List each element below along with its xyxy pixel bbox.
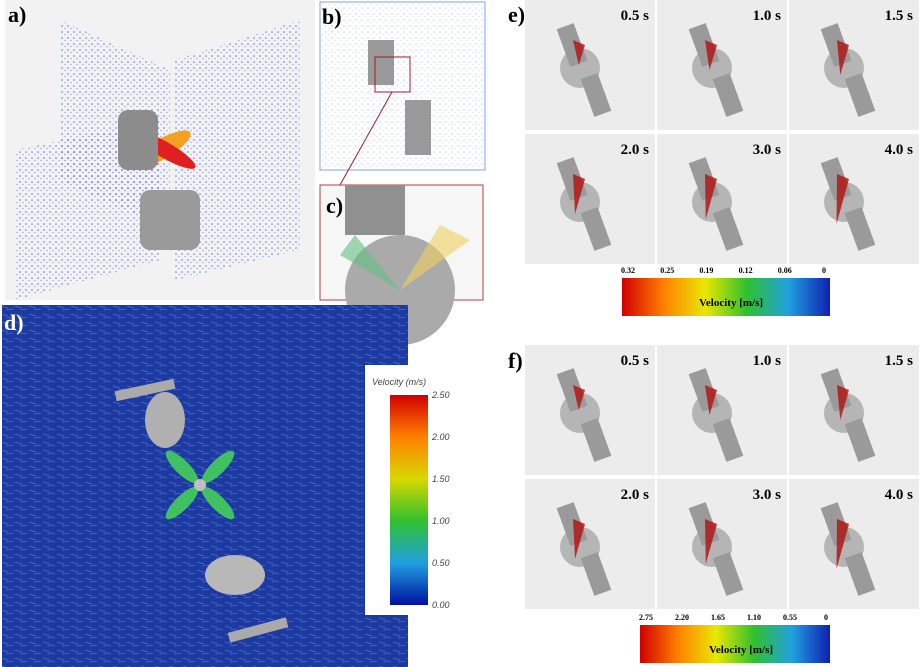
panel-b [319, 1, 486, 186]
colorbar-title: Velocity [m/s] [699, 297, 763, 309]
particle-cloud [705, 519, 717, 564]
colorbar-tick-label: 2.00 [431, 432, 450, 442]
manikin [580, 73, 612, 117]
panel-label: d) [4, 310, 24, 335]
zoom-line [339, 91, 393, 186]
time-label: 0.5 s [621, 8, 650, 24]
time-label: 3.0 s [753, 142, 782, 158]
manikin [580, 418, 612, 462]
colorbar-tick-label: 1.00 [432, 516, 450, 526]
time-label: 3.0 s [753, 487, 782, 503]
colorbar-tick-label: 2.75 [639, 613, 653, 622]
panel-label: e) [508, 2, 525, 27]
zoom-box [374, 56, 411, 93]
time-label: 4.0 s [885, 487, 914, 503]
colorbar-tick-label: 0.12 [739, 266, 753, 275]
particle-cloud [573, 385, 585, 410]
colorbar-title: Velocity (m/s) [372, 377, 426, 387]
panel-label: b) [322, 4, 342, 29]
snapshot: 4.0 s [789, 479, 919, 609]
snapshot: 3.0 s [657, 479, 787, 609]
time-label: 2.0 s [621, 487, 650, 503]
colorbar-tick-label: 0.00 [432, 600, 450, 610]
table-edge [114, 378, 176, 402]
manikin [844, 207, 876, 251]
snapshot: 1.5 s [789, 345, 919, 475]
panel-label: f) [508, 348, 523, 373]
particle-cloud [573, 40, 585, 65]
manikin [368, 40, 394, 85]
jet [165, 450, 235, 520]
time-label: 4.0 s [885, 142, 914, 158]
particle-cloud [705, 174, 717, 219]
snapshot: 1.0 s [657, 345, 787, 475]
panel-label: c) [326, 193, 343, 218]
colorbar-title: Velocity [m/s] [709, 644, 773, 656]
colorbar-tick-label: 0.25 [660, 266, 674, 275]
colorbar-tick-label: 2.20 [675, 613, 689, 622]
panel-c [319, 184, 484, 345]
time-label: 1.5 s [885, 353, 914, 369]
colorbar-tick-label: 0.32 [621, 266, 635, 275]
panel-d [2, 305, 445, 667]
manikin [345, 185, 405, 235]
colorbar-tick-label: 2.50 [431, 390, 450, 400]
colorbar [622, 278, 830, 316]
colorbar-tick-label: 1.65 [711, 613, 725, 622]
particle-cloud [837, 385, 849, 420]
table-edge [227, 617, 289, 643]
manikin [118, 110, 158, 170]
manikin [844, 73, 876, 117]
snapshot: 1.5 s [789, 0, 919, 130]
manikin [205, 555, 265, 595]
colorbar-tick-label: 0 [822, 266, 826, 275]
colorbar [390, 395, 428, 605]
time-label: 1.5 s [885, 8, 914, 24]
manikin [844, 552, 876, 596]
manikin [580, 207, 612, 251]
manikin [712, 207, 744, 251]
snapshot: 3.0 s [657, 134, 787, 264]
colorbar-tick-label: 0.50 [432, 558, 450, 568]
time-label: 2.0 s [621, 142, 650, 158]
particle-cloud [705, 40, 717, 70]
snapshot: 0.5 s [525, 345, 655, 475]
snapshot: 1.0 s [657, 0, 787, 130]
colorbar-tick-label: 0.19 [699, 266, 713, 275]
particle-cloud [705, 385, 717, 415]
snapshot: 2.0 s [525, 479, 655, 609]
time-label: 1.0 s [753, 353, 782, 369]
manikin [844, 418, 876, 462]
particle-cloud [573, 519, 585, 559]
manikin [712, 73, 744, 117]
colorbar [640, 625, 830, 663]
manikin [712, 552, 744, 596]
particle-cloud [836, 519, 849, 569]
manikin [140, 190, 200, 250]
manikin [580, 552, 612, 596]
colorbar-tick-label: 1.50 [432, 474, 450, 484]
particle-cloud [837, 40, 849, 75]
particle-cloud [836, 174, 849, 224]
jet [400, 225, 470, 290]
manikin [145, 392, 185, 448]
time-label: 0.5 s [621, 353, 650, 369]
colorbar-tick-label: 0.55 [783, 613, 797, 622]
velocity-plane [175, 20, 300, 280]
jet [340, 235, 400, 290]
velocity-field [322, 4, 483, 168]
snapshot: 0.5 s [525, 0, 655, 130]
time-label: 1.0 s [753, 8, 782, 24]
snapshot: 2.0 s [525, 134, 655, 264]
snapshot: 4.0 s [789, 134, 919, 264]
colorbar-tick-label: 0.06 [778, 266, 792, 275]
colorbar-tick-label: 1.10 [747, 613, 761, 622]
panel-label: a) [8, 2, 26, 27]
manikin [712, 418, 744, 462]
panel-a [5, 0, 315, 300]
colorbar-tick-label: 0 [824, 613, 828, 622]
particle-cloud [573, 174, 585, 214]
manikin [405, 100, 431, 155]
